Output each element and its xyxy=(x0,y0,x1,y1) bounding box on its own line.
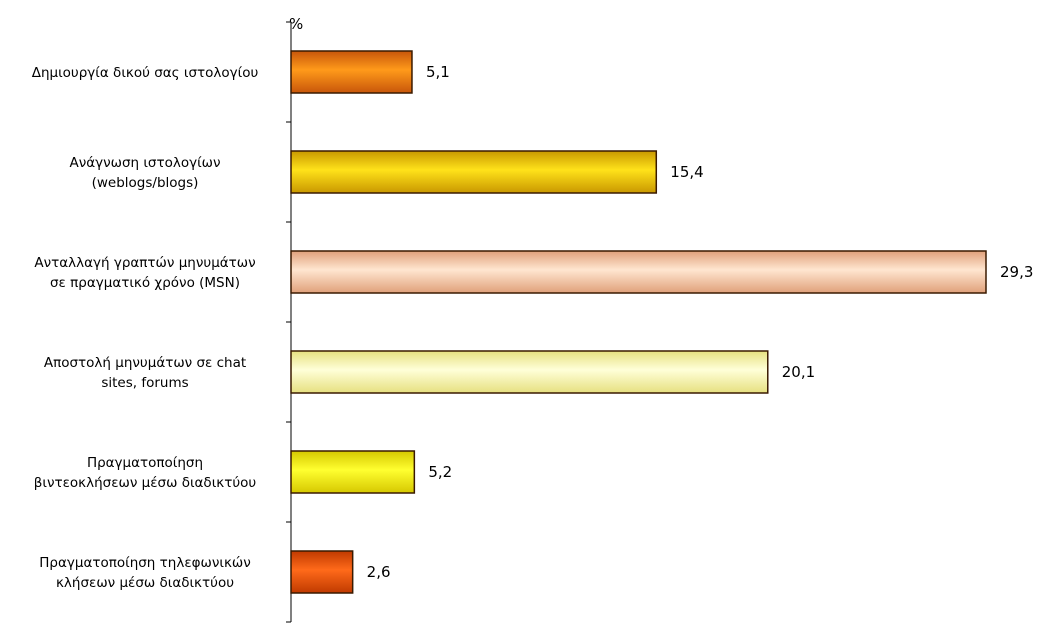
category-label: Πραγματοποίηση τηλεφωνικών κλήσεων μέσω δ… xyxy=(39,555,251,591)
category-label-line: Δημιουργία δικού σας ιστολογίου xyxy=(32,65,259,81)
category-label-line: βιντεοκλήσεων μέσω διαδικτύου xyxy=(34,475,257,491)
category-label-line: (weblogs/blogs) xyxy=(92,175,199,191)
bar xyxy=(290,450,416,494)
data-label: 5,1 xyxy=(426,63,450,81)
data-label: 29,3 xyxy=(1000,263,1033,281)
category-label-line: σε πραγματικό χρόνο (MSN) xyxy=(50,275,240,291)
category-label-line: Ανάγνωση ιστολογίων xyxy=(69,155,220,171)
category-label-line: sites, forums xyxy=(101,375,188,391)
category-labels: Δημιουργία δικού σας ιστολογίου Ανάγνωση … xyxy=(32,65,259,591)
category-label: Δημιουργία δικού σας ιστολογίου xyxy=(32,65,259,81)
bars xyxy=(290,50,987,594)
category-label: Πραγματοποίηση βιντεοκλήσεων μέσω διαδικτ… xyxy=(34,455,257,491)
bar xyxy=(290,350,769,394)
category-label-line: Ανταλλαγή γραπτών μηνυμάτων xyxy=(34,255,255,271)
value-labels: 5,1 15,4 29,3 20,1 5,2 2,6 xyxy=(367,63,1034,581)
category-label: Ανάγνωση ιστολογίων (weblogs/blogs) xyxy=(69,155,220,191)
category-label-line: Αποστολή μηνυμάτων σε chat xyxy=(44,355,246,371)
category-label: Αποστολή μηνυμάτων σε chat sites, forums xyxy=(44,355,246,391)
data-label: 5,2 xyxy=(428,463,452,481)
data-label: 15,4 xyxy=(670,163,703,181)
bar xyxy=(290,250,987,294)
category-label: Ανταλλαγή γραπτών μηνυμάτων σε πραγματικό… xyxy=(34,255,255,291)
bar xyxy=(290,50,413,94)
bar xyxy=(290,150,658,194)
data-label: 20,1 xyxy=(782,363,815,381)
axis-unit-label: % xyxy=(289,15,303,33)
category-label-line: Πραγματοποίηση τηλεφωνικών xyxy=(39,555,251,571)
category-label-line: Πραγματοποίηση xyxy=(87,455,203,471)
category-label-line: κλήσεων μέσω διαδικτύου xyxy=(56,575,234,591)
axis-ticks xyxy=(286,21,291,623)
bar xyxy=(290,550,354,594)
data-label: 2,6 xyxy=(367,563,391,581)
